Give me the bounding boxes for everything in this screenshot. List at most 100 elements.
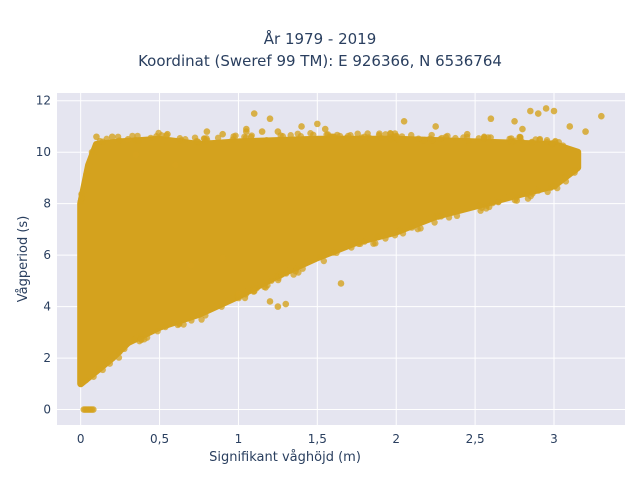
scatter-point — [274, 303, 282, 310]
scatter-point — [370, 240, 377, 247]
scatter-point — [408, 131, 415, 139]
scatter-point — [83, 170, 90, 178]
scatter-point — [489, 199, 496, 207]
scatter-point — [250, 110, 258, 117]
scatter-point — [203, 137, 211, 144]
x-tick-label: 1 — [235, 432, 243, 446]
scatter-point — [129, 132, 136, 140]
scatter-point — [147, 134, 155, 142]
scatter-point — [429, 137, 436, 144]
scatter-point — [437, 136, 444, 143]
scatter-point — [198, 316, 205, 323]
scatter-point — [566, 123, 574, 130]
y-tick-label: 0 — [43, 403, 51, 417]
scatter-point — [297, 133, 305, 140]
y-tick-label: 10 — [36, 145, 51, 159]
scatter-point — [387, 136, 395, 143]
scatter-point — [121, 345, 128, 353]
scatter-point — [124, 136, 132, 143]
scatter-point — [287, 132, 294, 139]
scatter-point — [487, 115, 495, 123]
scatter-point — [571, 167, 579, 174]
scatter-point — [483, 205, 490, 212]
scatter-point — [519, 125, 526, 133]
scatter-point — [242, 134, 250, 141]
chart-title: År 1979 - 2019 — [263, 30, 377, 48]
scatter-point — [336, 132, 344, 140]
scatter-point — [321, 125, 329, 133]
scatter-point — [421, 136, 428, 144]
scatter-point — [387, 130, 394, 137]
scatter-point — [548, 140, 556, 148]
chart-title-block: År 1979 - 2019 Koordinat (Sweref 99 TM):… — [0, 28, 640, 72]
scatter-point — [274, 128, 282, 135]
scatter-point — [527, 192, 534, 200]
scatter-point — [329, 133, 337, 141]
scatter-point — [354, 130, 361, 137]
scatter-point — [78, 190, 85, 198]
x-axis-ticks: 0 0,5 1 1,5 2 2,5 3 — [77, 432, 558, 446]
scatter-point — [187, 262, 195, 269]
scatter-point — [155, 129, 162, 137]
y-tick-label: 2 — [43, 351, 51, 365]
scatter-point — [375, 132, 383, 139]
scatter-point — [263, 137, 270, 144]
y-axis-ticks: 0 2 4 6 8 10 12 — [36, 94, 51, 417]
scatter-point — [463, 130, 471, 138]
scatter-point — [88, 148, 96, 156]
scatter-point — [164, 130, 171, 138]
scatter-point — [261, 283, 268, 291]
scatter-point — [476, 202, 483, 209]
scatter-point — [191, 134, 199, 141]
scatter-point — [172, 161, 179, 169]
scatter-point — [392, 133, 400, 141]
scatter-point — [562, 178, 570, 185]
scatter-point — [452, 134, 459, 142]
scatter-point — [134, 132, 141, 140]
scatter-point — [333, 249, 340, 257]
scatter-point — [559, 142, 567, 149]
scatter-point — [292, 268, 299, 275]
scatter-point — [445, 214, 453, 221]
x-tick-label: 0 — [77, 432, 85, 446]
scatter-point — [162, 323, 169, 331]
scatter-point — [203, 128, 211, 135]
scatter-point — [282, 300, 290, 308]
scatter-point — [116, 348, 123, 356]
scatter-point — [382, 235, 389, 242]
scatter-point — [487, 134, 494, 141]
x-tick-label: 1,5 — [308, 432, 327, 446]
scatter-point — [307, 130, 314, 137]
scatter-point — [282, 270, 290, 277]
scatter-point — [247, 133, 255, 141]
x-tick-label: 0,5 — [150, 432, 169, 446]
scatter-point — [114, 133, 122, 141]
scatter-point — [399, 230, 407, 237]
scatter-point — [266, 115, 274, 123]
scatter-point — [508, 139, 515, 146]
scatter-point — [241, 294, 249, 302]
scatter-point — [90, 373, 97, 380]
scatter-point — [250, 287, 258, 295]
chart-subtitle: Koordinat (Sweref 99 TM): E 926366, N 65… — [138, 52, 502, 70]
scatter-point — [274, 276, 282, 284]
scatter-point — [188, 317, 195, 324]
scatter-point — [398, 133, 406, 140]
scatter-point — [176, 135, 184, 142]
x-tick-label: 3 — [550, 432, 558, 446]
scatter-point — [266, 298, 274, 305]
scatter-point — [495, 198, 502, 205]
scatter-point — [551, 183, 558, 190]
scatter-point — [115, 354, 123, 361]
scatter-point — [348, 244, 355, 251]
x-axis-label: Signifikant våghöjd (m) — [209, 450, 361, 465]
scatter-point — [343, 134, 350, 142]
scatter-point — [320, 257, 328, 265]
scatter-point — [431, 219, 438, 226]
scatter-point — [408, 224, 416, 231]
scatter-points — [77, 105, 605, 413]
y-tick-label: 6 — [43, 248, 51, 262]
scatter-point — [154, 328, 161, 335]
scatter-point — [442, 133, 450, 141]
scatter-point — [361, 133, 368, 141]
